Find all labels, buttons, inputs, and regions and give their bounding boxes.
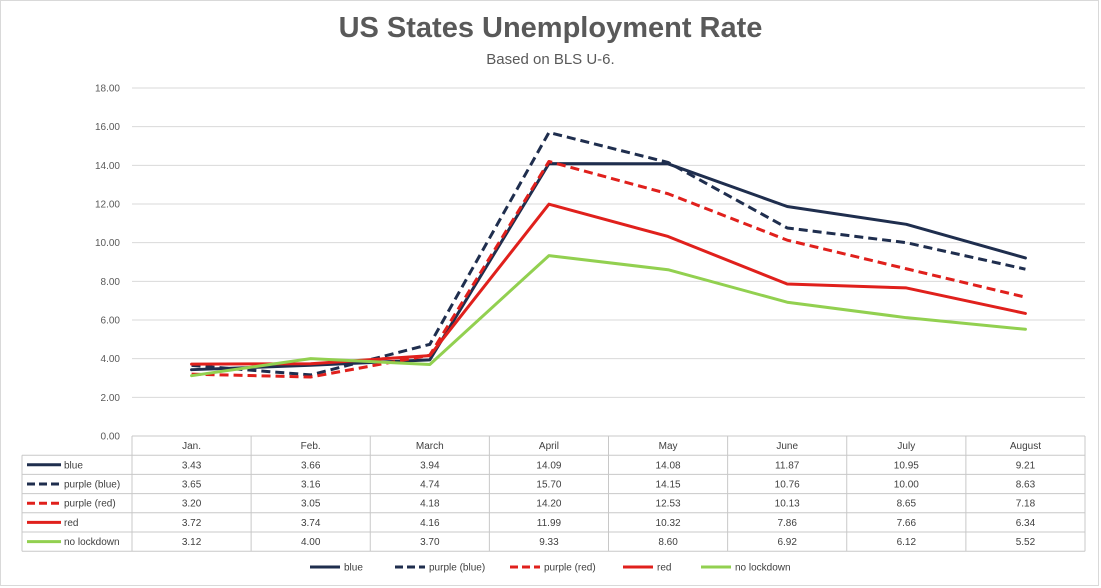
series-line-no-lockdown	[190, 254, 1027, 378]
table-data-label: 8.65	[897, 499, 917, 510]
table-data-label: 3.20	[182, 499, 202, 510]
chart-subtitle: Based on BLS U-6.	[486, 51, 615, 68]
y-tick-label: 0.00	[101, 432, 121, 443]
x-tick-label: April	[539, 441, 559, 452]
table-data-label: 4.18	[420, 499, 440, 510]
x-tick-label: June	[776, 441, 798, 452]
chart-title: US States Unemployment Rate	[338, 12, 763, 44]
legend: blue purple (blue) purple (red) red no lockd…	[310, 563, 791, 574]
legend-item: purple (blue)	[395, 563, 485, 574]
legend-item: blue	[310, 563, 363, 574]
table-data-label: 7.66	[897, 518, 917, 529]
table-series-label: purple (blue)	[64, 480, 120, 491]
table-data-label: 9.21	[1016, 460, 1036, 471]
y-tick-label: 8.00	[101, 277, 121, 288]
series-lines	[190, 130, 1027, 379]
y-tick-label: 14.00	[95, 161, 120, 172]
series-line-blue	[190, 162, 1027, 372]
table-data-label: 8.60	[658, 537, 678, 548]
y-tick-label: 6.00	[101, 316, 121, 327]
table-series-label: no lockdown	[64, 537, 120, 548]
table-data-label: 7.18	[1016, 499, 1036, 510]
legend-label: no lockdown	[735, 563, 791, 574]
legend-item: no lockdown	[701, 563, 791, 574]
table-data-label: 3.12	[182, 537, 202, 548]
table-data-label: 3.74	[301, 518, 321, 529]
table-data-label: 11.99	[537, 518, 562, 529]
legend-item: purple (red)	[510, 563, 596, 574]
series-line-red	[190, 202, 1027, 366]
table-data-label: 11.87	[775, 460, 800, 471]
y-tick-label: 16.00	[95, 122, 120, 133]
table-series-label: purple (red)	[64, 499, 116, 510]
series-line-purple-red	[191, 159, 1026, 379]
table-data-label: 10.76	[775, 480, 800, 491]
table-data-label: 4.00	[301, 537, 321, 548]
y-axis-tick-labels: 0.00 2.00 4.00 6.00 8.00 10.00 12.00 14.00 16.00…	[95, 84, 120, 443]
x-tick-label: August	[1010, 441, 1041, 452]
y-tick-label: 2.00	[101, 393, 121, 404]
series-line-purple-blue	[191, 130, 1026, 377]
table-data-label: 6.12	[897, 537, 917, 548]
legend-item: red	[623, 563, 671, 574]
table-data-label: 10.13	[775, 499, 800, 510]
y-tick-label: 12.00	[95, 200, 120, 211]
table-data-label: 12.53	[656, 499, 681, 510]
table-data-label: 8.63	[1016, 480, 1036, 491]
table-data-label: 3.94	[420, 460, 440, 471]
table-data-label: 15.70	[536, 480, 561, 491]
table-data-label: 3.05	[301, 499, 321, 510]
table-data-label: 3.16	[301, 480, 321, 491]
table-series-label: red	[64, 518, 78, 529]
x-tick-label: July	[897, 441, 915, 452]
table-data-label: 4.74	[420, 480, 440, 491]
table-data-label: 3.65	[182, 480, 202, 491]
table-data-label: 6.34	[1016, 518, 1036, 529]
table-data-label: 14.15	[656, 480, 681, 491]
x-tick-label: May	[659, 441, 678, 452]
legend-label: red	[657, 563, 671, 574]
table-data-label: 3.70	[420, 537, 440, 548]
table-data-label: 3.72	[182, 518, 202, 529]
x-tick-label: Feb.	[301, 441, 321, 452]
x-tick-label: March	[416, 441, 444, 452]
table-data-label: 7.86	[777, 518, 797, 529]
table-data-label: 3.66	[301, 460, 321, 471]
table-data-label: 10.95	[894, 460, 919, 471]
table-data-label: 14.20	[536, 499, 561, 510]
table-data-label: 3.43	[182, 460, 202, 471]
table-data-label: 5.52	[1016, 537, 1036, 548]
table-data-label: 10.00	[894, 480, 919, 491]
legend-label: blue	[344, 563, 363, 574]
x-tick-label: Jan.	[182, 441, 201, 452]
table-data-label: 6.92	[777, 537, 797, 548]
data-table: Jan. Feb. March April May June July August blue 3…	[21, 435, 1086, 552]
table-data-label: 9.33	[539, 537, 559, 548]
y-tick-label: 4.00	[101, 354, 121, 365]
table-data-label: 14.08	[656, 460, 681, 471]
legend-label: purple (blue)	[429, 563, 485, 574]
table-data-label: 4.16	[420, 518, 440, 529]
table-data-label: 14.09	[536, 460, 561, 471]
y-tick-label: 18.00	[95, 84, 120, 95]
table-series-label: blue	[64, 460, 83, 471]
y-tick-label: 10.00	[95, 238, 120, 249]
legend-label: purple (red)	[544, 563, 596, 574]
table-data-label: 10.32	[656, 518, 681, 529]
